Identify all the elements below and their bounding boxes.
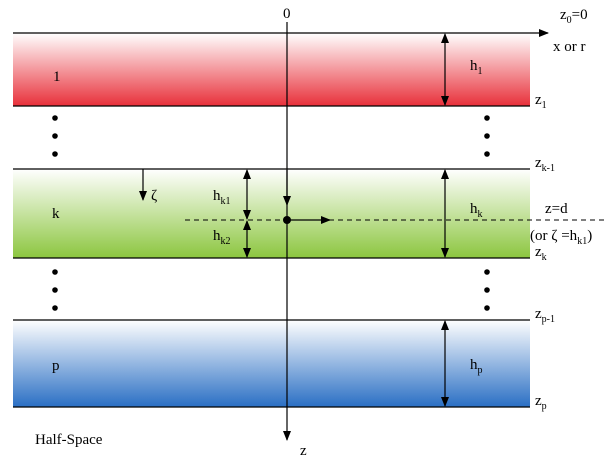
hk1-label: hk1 <box>213 188 231 207</box>
layer-k-band <box>13 169 530 258</box>
zp1-label: zp-1 <box>535 306 555 325</box>
layer-k-label: k <box>52 206 60 222</box>
z0-label: z0=0 <box>560 7 588 26</box>
zk1-label: zk-1 <box>535 155 555 174</box>
ellipsis-dots-left-upper <box>52 115 58 157</box>
zk-label: zk <box>535 244 547 263</box>
ellipsis-dots-left-lower <box>52 269 58 311</box>
zd-label: z=d <box>545 201 568 217</box>
layer-1-label: 1 <box>53 69 61 85</box>
half-space-label: Half-Space <box>35 432 103 448</box>
origin-label: 0 <box>283 6 291 22</box>
or-zeta-label: (or ζ =hk1) <box>530 228 592 247</box>
h1-label: h1 <box>470 58 483 77</box>
layer-1-band <box>13 33 530 106</box>
hp-label: hp <box>470 357 483 376</box>
hk2-label: hk2 <box>213 228 231 247</box>
ellipsis-dots-right-upper <box>484 115 490 157</box>
ellipsis-dots-right-lower <box>484 269 490 311</box>
z1-label: z1 <box>535 92 547 111</box>
zeta-label: ζ <box>151 188 157 204</box>
z-axis-label: z <box>300 443 307 459</box>
hk-label: hk <box>470 201 483 220</box>
source-point <box>283 216 291 224</box>
x-axis-label: x or r <box>553 39 586 55</box>
layer-p-label: p <box>52 358 60 374</box>
layer-p-band <box>13 320 530 407</box>
zp-label: zp <box>535 393 547 412</box>
